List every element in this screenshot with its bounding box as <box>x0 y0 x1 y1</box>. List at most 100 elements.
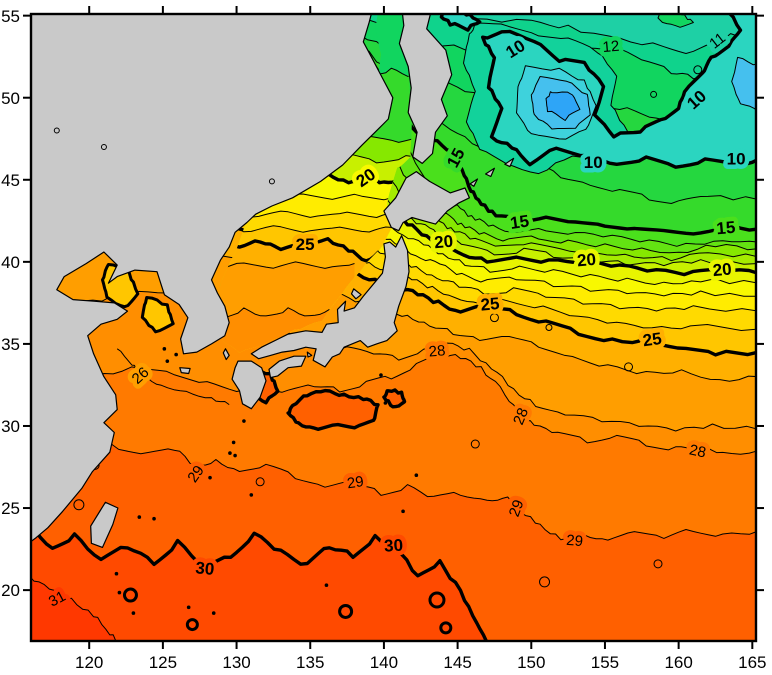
small-contour-ring <box>73 499 85 511</box>
small-island-dot <box>114 571 119 576</box>
isotherm-line <box>410 14 756 54</box>
isotherm-line <box>218 237 384 263</box>
small-contour-ring <box>624 362 634 372</box>
small-island-dot <box>211 611 216 615</box>
small-island-dot <box>383 401 388 405</box>
contour-label: 20 <box>433 232 454 253</box>
small-island-dot <box>174 352 178 357</box>
green-patch-top <box>657 14 694 28</box>
kuroshio-eddy-small <box>382 388 407 409</box>
yellow-sea-26-line <box>116 348 230 406</box>
plot-frame <box>29 12 758 643</box>
small-contour-ring <box>122 587 138 603</box>
land-sakhalin <box>398 14 453 164</box>
contour-label: 29 <box>566 532 584 550</box>
small-island-dot <box>186 605 191 610</box>
contour-label: 28 <box>428 342 446 360</box>
contour-label: 12 <box>602 38 620 56</box>
small-contour-ring <box>439 621 453 635</box>
contour-label: 10 <box>584 153 603 172</box>
small-island-dot <box>117 590 122 595</box>
small-contour-ring <box>470 439 480 449</box>
small-contour-ring <box>338 603 354 619</box>
isotherm-band <box>31 183 756 431</box>
contour-label: 20 <box>576 250 597 271</box>
y-tick-label: 55 <box>1 7 20 26</box>
land-kuril-3 <box>504 157 515 168</box>
contour-label: 29 <box>346 473 365 492</box>
x-tick-label: 150 <box>517 653 545 672</box>
yellow-sea-warm-b <box>140 296 175 334</box>
y-tick-label: 40 <box>1 253 20 272</box>
small-island-dot <box>228 451 232 455</box>
contour-label: 20 <box>712 260 733 281</box>
land-shikoku <box>268 355 307 379</box>
core-8 <box>545 91 581 121</box>
y-tick-label: 25 <box>1 499 20 518</box>
small-island-dot <box>379 373 383 377</box>
contour-label: 30 <box>384 536 404 556</box>
small-island-dot <box>131 611 136 615</box>
y-tick-label: 45 <box>1 171 20 190</box>
x-tick-label: 120 <box>75 653 103 672</box>
land-jeju <box>179 367 191 375</box>
contour-label: 28 <box>688 441 708 461</box>
x-tick-label: 140 <box>370 653 398 672</box>
x-tick-label: 135 <box>296 653 324 672</box>
x-tick-label: 145 <box>443 653 471 672</box>
x-tick-label: 160 <box>664 653 692 672</box>
small-island-dot <box>242 419 246 423</box>
land-mainland-asia <box>31 14 394 543</box>
x-tick-label: 125 <box>149 653 177 672</box>
isotherm-line <box>31 525 489 641</box>
kuroshio-eddy-large <box>286 388 380 431</box>
land-hokkaido <box>383 171 470 232</box>
small-island-dot <box>401 509 405 514</box>
lake-outline <box>268 178 275 185</box>
small-island-dot <box>233 453 237 458</box>
isotherm-band <box>31 577 116 641</box>
land-honshu <box>250 235 410 368</box>
y-tick-label: 50 <box>1 89 20 108</box>
contour-label: 15 <box>509 211 530 232</box>
land-sado <box>350 288 362 300</box>
x-tick-label: 155 <box>591 653 619 672</box>
land-awaji <box>306 351 313 358</box>
land-kuril-2 <box>485 167 495 178</box>
small-contour-ring <box>428 591 446 609</box>
isotherm-band <box>322 14 756 234</box>
isotherm-line <box>31 577 117 641</box>
small-contour-ring <box>545 324 553 331</box>
isotherm-line <box>215 261 355 271</box>
land-taiwan <box>90 501 119 548</box>
small-island-dot <box>414 473 419 478</box>
isotherm-band <box>31 431 756 641</box>
y-tick-label: 20 <box>1 581 20 600</box>
y-tick-label: 35 <box>1 335 20 354</box>
lake-outline <box>100 143 107 150</box>
small-island-dot <box>208 475 212 480</box>
small-island-dot <box>137 515 142 519</box>
x-tick-label: 165 <box>738 653 766 672</box>
contour-label: 30 <box>195 558 216 579</box>
small-contour-ring <box>650 90 658 98</box>
small-contour-ring <box>653 559 663 569</box>
isotherm-band <box>31 354 756 541</box>
small-island-dot <box>249 493 254 497</box>
isotherm-band <box>31 147 756 382</box>
small-contour-ring <box>489 313 499 323</box>
small-island-dot <box>165 359 170 363</box>
contour-label: 10 <box>727 150 746 169</box>
small-contour-ring <box>255 477 265 487</box>
isotherm-line <box>31 354 756 455</box>
land-kuril-1 <box>469 178 479 187</box>
small-island-dot <box>152 516 156 521</box>
contour-label: 15 <box>716 218 737 239</box>
isotherm-line <box>220 307 330 319</box>
land-kyushu <box>231 360 267 410</box>
isotherm-line <box>229 210 399 218</box>
small-contour-ring <box>185 618 199 632</box>
contour-label: 25 <box>480 294 501 315</box>
